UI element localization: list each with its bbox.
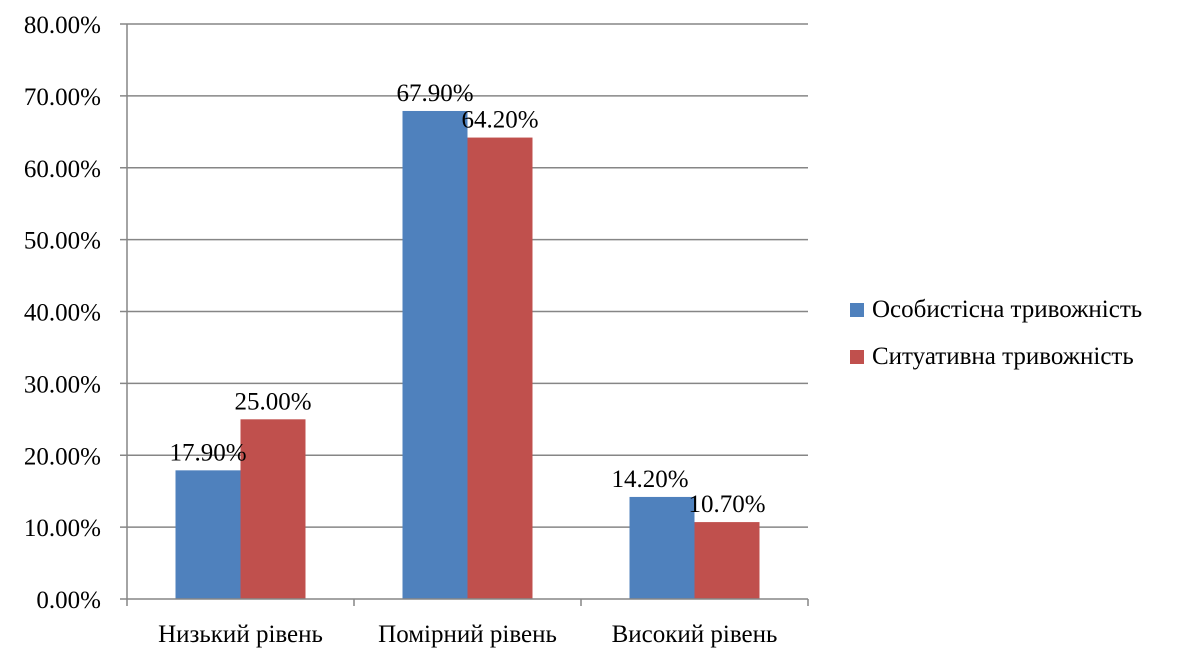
y-tick-label: 70.00% — [24, 84, 101, 111]
y-axis-tick-labels: 0.00% 10.00% 20.00% 30.00% 40.00% 50.00% 60.00… — [24, 12, 101, 614]
y-tick-label: 40.00% — [24, 300, 101, 327]
data-labels: 17.90% 25.00% 67.90%64.20% 14.20%10.70% — [169, 80, 765, 518]
bar — [467, 137, 533, 599]
legend-swatch — [850, 350, 864, 364]
y-tick-label: 0.00% — [36, 587, 101, 614]
legend-label: Особистісна тривожність — [872, 296, 1142, 323]
y-tick-label: 60.00% — [24, 156, 101, 183]
x-category-label: Високий рівень — [612, 621, 778, 648]
data-label: 14.20% — [611, 466, 688, 493]
legend-label: Ситуативна тривожність — [872, 343, 1134, 370]
bar — [175, 470, 241, 599]
y-tick-label: 50.00% — [24, 228, 101, 255]
y-tick-label: 10.00% — [24, 515, 101, 542]
legend-swatch — [850, 303, 864, 317]
data-label: 64.20% — [461, 107, 538, 134]
x-category-label: Помірний рівень — [378, 621, 557, 648]
data-label: 17.90% — [169, 439, 246, 466]
bar — [694, 522, 760, 599]
y-tick-label: 20.00% — [24, 443, 101, 470]
axes — [120, 23, 809, 606]
data-label: 10.70% — [688, 491, 765, 518]
x-category-label: Низький рівень — [158, 621, 323, 648]
data-label: 25.00% — [234, 388, 311, 415]
legend: Особистісна тривожність Ситуативна тривож… — [850, 296, 1142, 370]
bar — [402, 110, 468, 599]
bars — [175, 110, 760, 599]
y-tick-label: 80.00% — [24, 12, 101, 39]
x-axis-category-labels: Низький рівень Помірний рівень Високий рів… — [158, 621, 777, 648]
bar — [240, 419, 306, 599]
data-label: 67.90% — [396, 80, 473, 107]
y-tick-label: 30.00% — [24, 371, 101, 398]
bar — [629, 496, 695, 599]
